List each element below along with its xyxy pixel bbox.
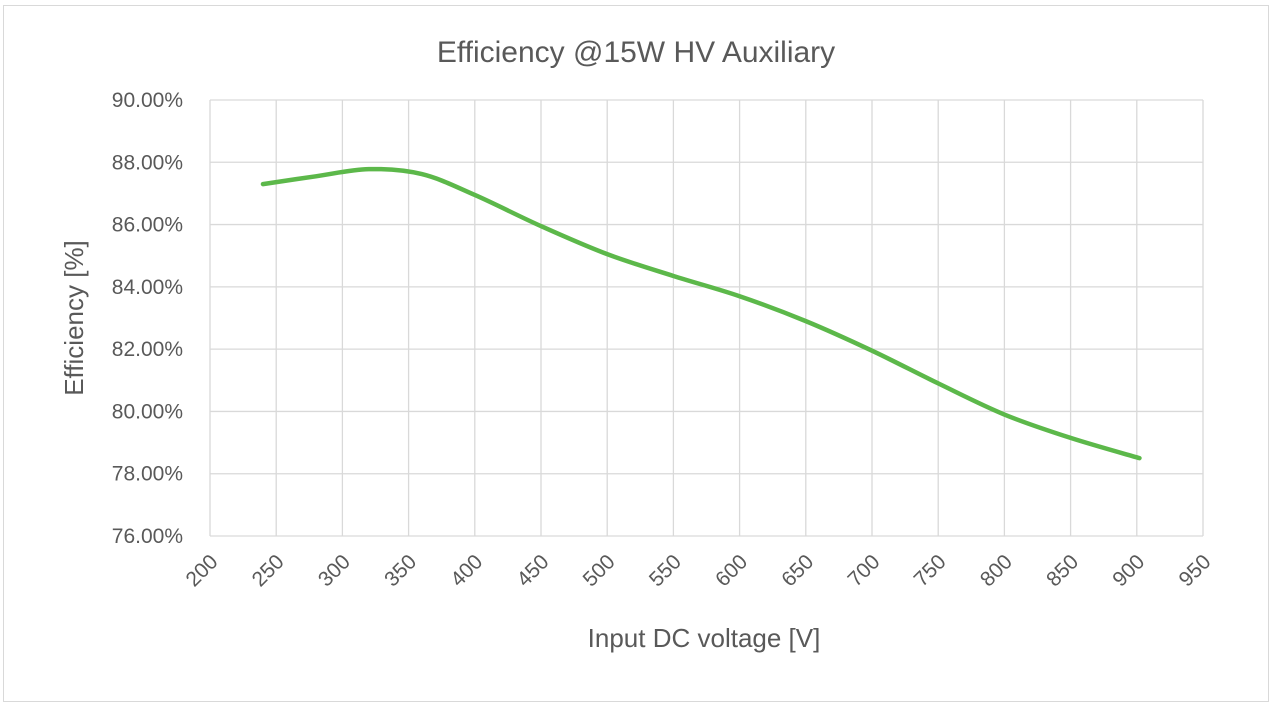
y-tick-labels: 76.00% 78.00% 80.00% 82.00% 84.00% 86.00% 88.0… bbox=[112, 89, 183, 548]
efficiency-series-line bbox=[260, 166, 1142, 461]
x-tick-label: 900 bbox=[1108, 550, 1149, 591]
y-tick-label: 82.00% bbox=[112, 338, 183, 361]
x-tick-label: 600 bbox=[711, 550, 752, 591]
x-tick-label: 950 bbox=[1174, 550, 1215, 591]
x-tick-label: 250 bbox=[248, 550, 289, 591]
x-tick-label: 200 bbox=[181, 550, 222, 591]
y-tick-label: 80.00% bbox=[112, 400, 183, 423]
x-axis-title: Input DC voltage [V] bbox=[588, 623, 821, 653]
series-layer bbox=[260, 166, 1142, 461]
y-tick-label: 88.00% bbox=[112, 151, 183, 174]
x-tick-label: 800 bbox=[976, 550, 1017, 591]
x-tick-labels: 200 250 300 350 400 450 500 550 600 650 700 750 800 8… bbox=[181, 550, 1215, 591]
y-tick-label: 76.00% bbox=[112, 525, 183, 548]
x-tick-label: 700 bbox=[843, 550, 884, 591]
y-tick-label: 84.00% bbox=[112, 276, 183, 299]
x-tick-label: 500 bbox=[579, 550, 620, 591]
x-tick-label: 750 bbox=[910, 550, 951, 591]
chart-area bbox=[3, 5, 1269, 702]
y-tick-label: 90.00% bbox=[112, 89, 183, 112]
y-tick-label: 86.00% bbox=[112, 214, 183, 237]
x-tick-label: 850 bbox=[1042, 550, 1083, 591]
grid bbox=[209, 99, 1204, 537]
x-tick-label: 400 bbox=[446, 550, 487, 591]
x-tick-label: 300 bbox=[314, 550, 355, 591]
x-tick-label: 550 bbox=[645, 550, 686, 591]
chart-title: Efficiency @15W HV Auxiliary bbox=[437, 36, 835, 69]
y-axis-title: Efficiency [%] bbox=[59, 240, 89, 396]
y-tick-label: 78.00% bbox=[112, 463, 183, 486]
x-tick-label: 650 bbox=[777, 550, 818, 591]
x-tick-label: 350 bbox=[380, 550, 421, 591]
x-tick-label: 450 bbox=[512, 550, 553, 591]
